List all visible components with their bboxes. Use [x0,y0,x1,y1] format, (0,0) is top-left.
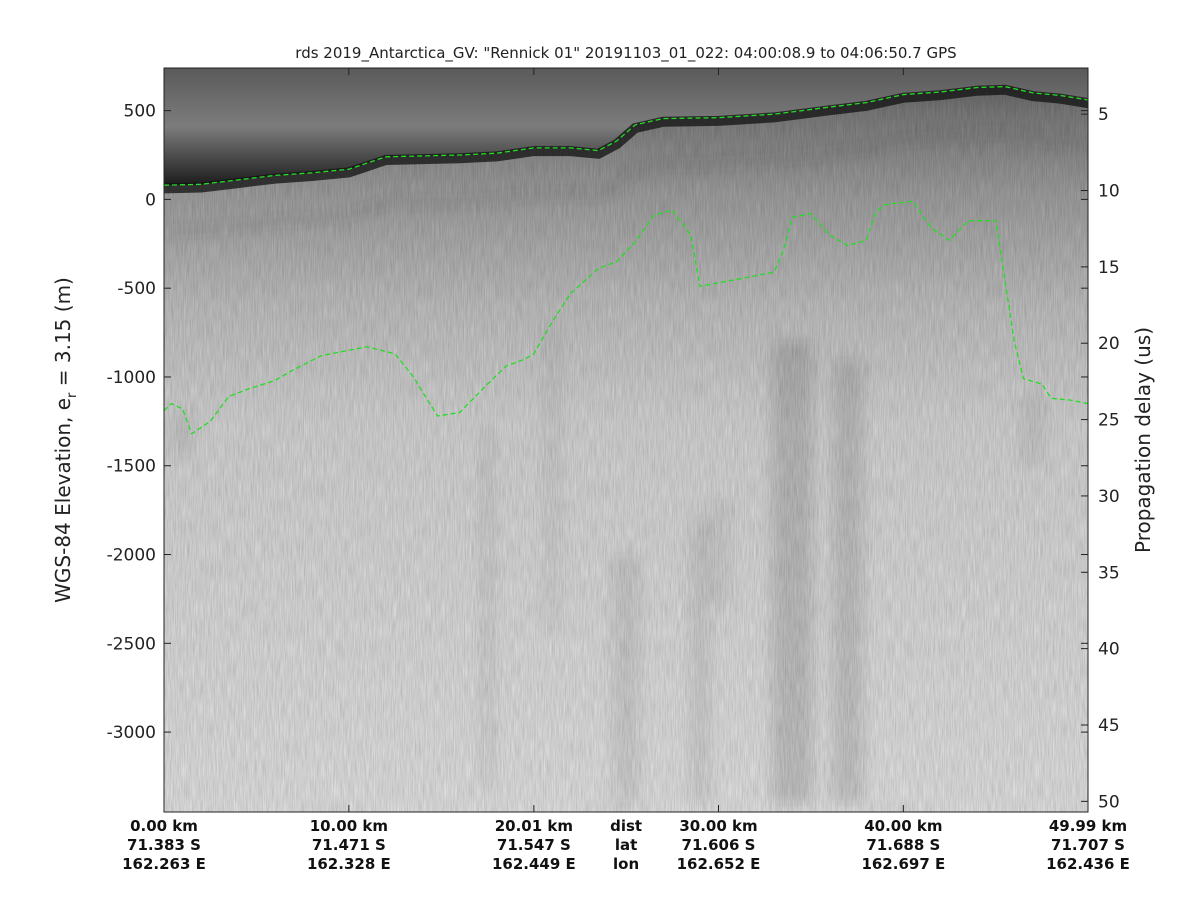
y-axis-left-label: WGS-84 Elevation, er = 3.15 (m) [51,277,80,603]
x-tick-lat-2: 71.547 S [497,836,571,854]
y-left-tick-label-3: -1000 [107,368,156,388]
surface-reflection-band [164,84,1088,194]
x-tick-lat-3: 71.606 S [682,836,756,854]
x-tick-dist-2: 20.01 km [495,817,573,835]
y-axis-left: 500 0 -500 -1000 -1500 -2000 -2500 -3000 [107,102,1088,743]
chart-title: rds 2019_Antarctica_GV: "Rennick 01" 201… [295,44,956,63]
y-right-tick-label-7: 40 [1098,640,1120,660]
y-left-tick-label-6: -2500 [107,634,156,654]
x-tick-lat-0: 71.383 S [127,836,201,854]
plot-frame [163,67,1089,813]
y-left-tick-label-5: -2000 [107,546,156,566]
x-row-label-lat: lat [615,836,637,854]
bed-line [164,200,1088,435]
y-left-tick-label-7: -3000 [107,723,156,743]
x-tick-lon-0: 162.263 E [122,855,206,873]
x-tick-dist-5: 49.99 km [1049,817,1127,835]
y-right-tick-label-4: 25 [1098,411,1120,431]
x-row-label-lon: lon [613,855,639,873]
y-axis-right: 5 10 15 20 25 30 35 40 45 50 [1081,105,1120,812]
y-left-tick-label-0: 500 [124,102,156,122]
x-tick-lon-2: 162.449 E [492,855,576,873]
x-tick-lat-5: 71.707 S [1051,836,1125,854]
x-tick-lon-4: 162.697 E [861,855,945,873]
y-axis-right-label: Propagation delay (us) [1131,327,1155,553]
echogram-noise [164,68,1088,812]
y-right-tick-label-0: 5 [1098,105,1109,125]
x-row-label-dist: dist [610,817,642,835]
x-tick-lon-5: 162.436 E [1046,855,1130,873]
y-right-tick-label-8: 45 [1098,716,1120,736]
y-left-tick-label-4: -1500 [107,457,156,477]
x-tick-dist-0: 0.00 km [130,817,198,835]
y-right-tick-label-5: 30 [1098,487,1120,507]
y-right-tick-label-9: 50 [1098,792,1120,812]
x-tick-lon-3: 162.652 E [677,855,761,873]
x-tick-lat-4: 71.688 S [866,836,940,854]
y-right-tick-label-3: 20 [1098,334,1120,354]
x-tick-lon-1: 162.328 E [307,855,391,873]
x-tick-dist-1: 10.00 km [310,817,388,835]
x-tick-dist-4: 40.00 km [864,817,942,835]
y-right-tick-label-1: 10 [1098,182,1120,202]
y-left-tick-label-2: -500 [117,279,156,299]
y-right-tick-label-6: 35 [1098,563,1120,583]
x-tick-dist-3: 30.00 km [679,817,757,835]
x-tick-lat-1: 71.471 S [312,836,386,854]
y-right-tick-label-2: 15 [1098,258,1120,278]
surface-line [164,85,1088,186]
y-left-tick-label-1: 0 [145,190,156,210]
